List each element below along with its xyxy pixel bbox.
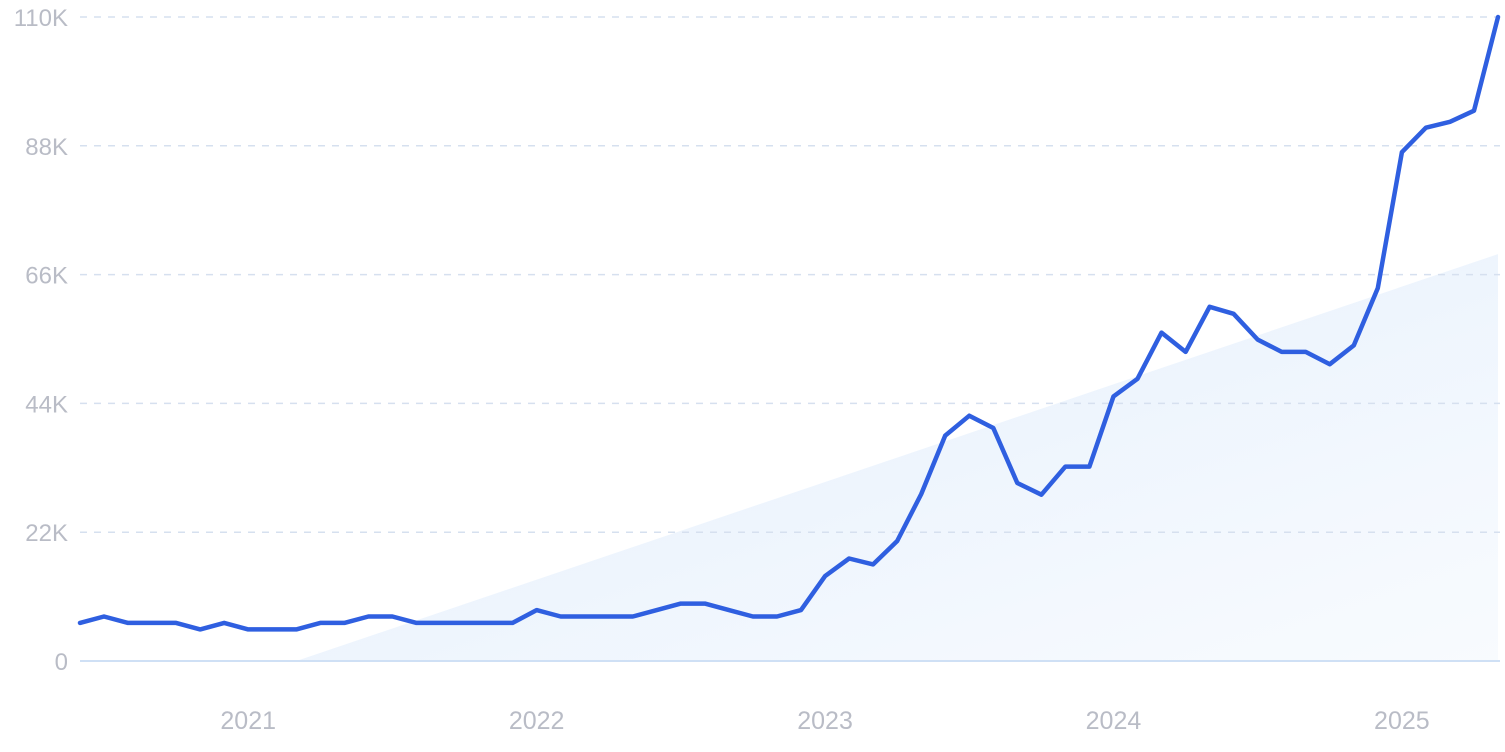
y-tick-label: 66K: [25, 263, 68, 290]
x-tick-label: 2021: [220, 707, 276, 735]
y-tick-label: 22K: [25, 520, 68, 547]
trend-area-layer: [296, 254, 1499, 662]
x-tick-label: 2024: [1086, 707, 1142, 735]
y-tick-label: 88K: [25, 134, 68, 161]
series-layer: [77, 14, 1501, 632]
y-tick-label: 110K: [14, 5, 68, 32]
grid-layer: [80, 16, 1500, 662]
series-line-search-volume: [77, 14, 1501, 632]
x-axis: 2021 2022 2023 2024 2025: [220, 707, 1429, 735]
x-tick-label: 2022: [509, 707, 565, 735]
trend-area: [296, 254, 1499, 662]
y-tick-label: 0: [55, 649, 68, 676]
x-tick-label: 2025: [1374, 707, 1430, 735]
y-tick-label: 44K: [25, 391, 68, 418]
x-tick-label: 2023: [797, 707, 853, 735]
y-axis: 0 22K 44K 66K 88K 110K: [14, 5, 68, 676]
